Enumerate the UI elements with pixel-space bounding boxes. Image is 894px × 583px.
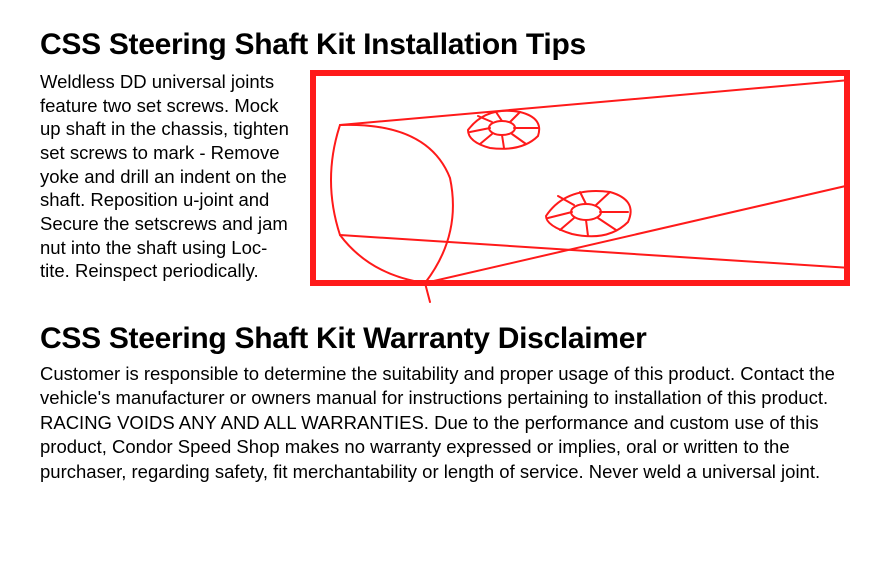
shaft-diagram	[310, 70, 854, 308]
warranty-disclaimer-body: Customer is responsible to determine the…	[40, 362, 854, 484]
shaft-diagram-svg	[310, 70, 850, 308]
installation-tips-heading: CSS Steering Shaft Kit Installation Tips	[40, 28, 854, 62]
document-page: CSS Steering Shaft Kit Installation Tips…	[0, 0, 894, 504]
warranty-disclaimer-heading: CSS Steering Shaft Kit Warranty Disclaim…	[40, 322, 854, 356]
installation-tips-body: Weldless DD universal joints feature two…	[40, 70, 292, 283]
top-row: Weldless DD universal joints feature two…	[40, 70, 854, 308]
